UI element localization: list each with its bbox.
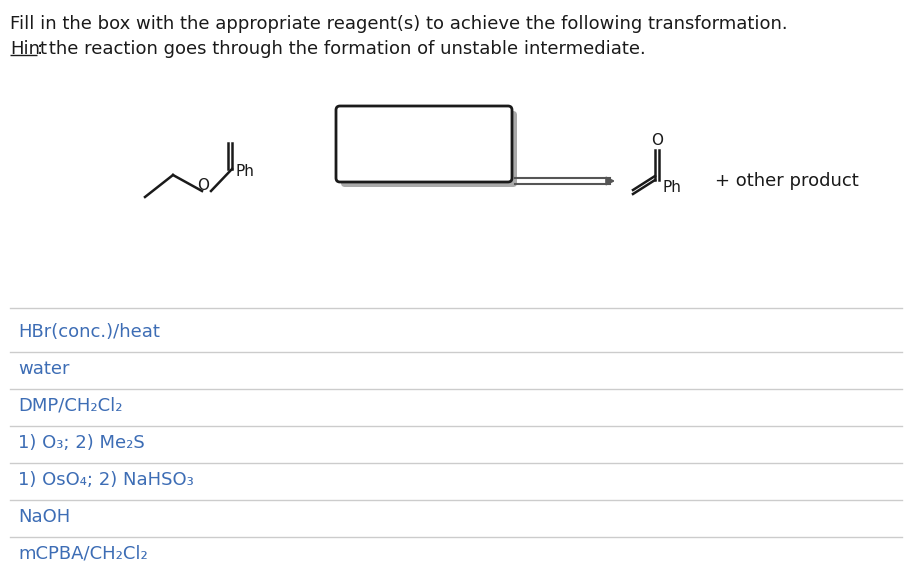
Text: 1) OsO₄; 2) NaHSO₃: 1) OsO₄; 2) NaHSO₃ [18,471,193,489]
Text: Ph: Ph [236,163,254,179]
Text: : the reaction goes through the formation of unstable intermediate.: : the reaction goes through the formatio… [37,40,645,58]
Text: mCPBA/CH₂Cl₂: mCPBA/CH₂Cl₂ [18,545,148,563]
Text: NaOH: NaOH [18,508,70,526]
Text: Fill in the box with the appropriate reagent(s) to achieve the following transfo: Fill in the box with the appropriate rea… [10,15,787,33]
Text: DMP/CH₂Cl₂: DMP/CH₂Cl₂ [18,397,122,415]
FancyBboxPatch shape [341,111,517,187]
Text: O: O [197,178,209,193]
Text: water: water [18,360,69,378]
Text: HBr(conc.)/heat: HBr(conc.)/heat [18,323,159,341]
Text: + other product: + other product [714,172,858,190]
FancyBboxPatch shape [335,106,511,182]
Text: O: O [650,133,662,148]
Text: 1) O₃; 2) Me₂S: 1) O₃; 2) Me₂S [18,434,145,452]
Text: Hint: Hint [10,40,47,58]
Text: Ph: Ph [662,180,681,195]
